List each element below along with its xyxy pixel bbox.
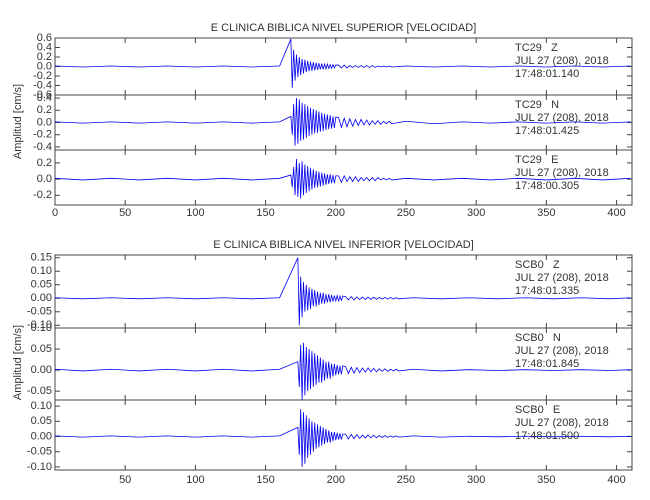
x-tick-label: 300 (467, 207, 485, 219)
y-tick-label: 0.0 (37, 116, 52, 128)
y-tick-label: -0.05 (27, 306, 52, 318)
x-tick-label: 350 (537, 207, 555, 219)
panel-frame (54, 399, 633, 471)
y-tick-label: 0.2 (37, 51, 52, 63)
x-tick-label: 200 (327, 207, 345, 219)
time-label: 17:48:00.305 (515, 180, 579, 192)
x-tick-label: 150 (256, 207, 274, 219)
waveform (54, 158, 631, 199)
x-tick-label: 200 (327, 474, 345, 486)
y-tick-label: -0.05 (27, 385, 52, 397)
chart-title: E CLINICA BIBLICA NIVEL INFERIOR [VELOCI… (213, 239, 474, 251)
y-tick-label: -0.2 (33, 189, 52, 201)
x-tick-label: 400 (607, 474, 625, 486)
panel-frame (54, 149, 633, 206)
y-tick-label: 0.05 (31, 343, 52, 355)
station-label: SCB0 E (515, 404, 560, 416)
y-axis-label: Amplitud [cm/s] (12, 84, 24, 159)
waveform (54, 342, 631, 400)
chart-title: E CLINICA BIBLICA NIVEL SUPERIOR [VELOCI… (211, 22, 477, 34)
x-tick-label: 250 (397, 474, 415, 486)
station-label: SCB0 Z (515, 259, 560, 271)
y-tick-label: 0.05 (31, 279, 52, 291)
y-tick-label: 0.10 (31, 400, 52, 412)
date-label: JUL 27 (208), 2018 (515, 55, 609, 67)
x-tick-label: 100 (186, 474, 204, 486)
y-tick-label: -0.2 (33, 70, 52, 82)
y-tick-label: -0.6 (33, 89, 52, 101)
waveform (54, 257, 631, 326)
station-label: TC29 E (515, 154, 558, 166)
y-tick-label: 0.00 (31, 430, 52, 442)
y-tick-label: -0.05 (27, 446, 52, 458)
y-tick-label: -0.2 (33, 129, 52, 141)
date-label: JUL 27 (208), 2018 (515, 112, 609, 124)
waveform (54, 409, 631, 467)
date-label: JUL 27 (208), 2018 (515, 345, 609, 357)
x-tick-label: 300 (467, 474, 485, 486)
y-tick-label: -0.10 (27, 319, 52, 331)
y-tick-label: 0.10 (31, 265, 52, 277)
date-label: JUL 27 (208), 2018 (515, 272, 609, 284)
time-label: 17:48:01.335 (515, 285, 579, 297)
y-tick-label: 0.6 (37, 32, 52, 44)
x-tick-label: 150 (256, 474, 274, 486)
y-tick-label: -0.4 (33, 79, 52, 91)
date-label: JUL 27 (208), 2018 (515, 417, 609, 429)
date-label: JUL 27 (208), 2018 (515, 167, 609, 179)
y-tick-label: 0.2 (37, 157, 52, 169)
x-tick-label: 100 (186, 207, 204, 219)
y-tick-label: 0.0 (37, 173, 52, 185)
waveform (54, 38, 631, 88)
station-label: SCB0 N (515, 332, 561, 344)
y-tick-label: 0.10 (31, 322, 52, 334)
x-tick-label: 400 (607, 207, 625, 219)
y-tick-label: 0.00 (31, 364, 52, 376)
y-tick-label: -0.10 (27, 461, 52, 473)
y-tick-label: 0.15 (31, 252, 52, 264)
y-tick-label: -0.4 (33, 141, 52, 153)
time-label: 17:48:01.140 (515, 68, 579, 80)
x-tick-label: 250 (397, 207, 415, 219)
station-label: TC29 N (515, 99, 559, 111)
y-tick-label: 0.0 (37, 60, 52, 72)
y-tick-label: 0.4 (37, 41, 52, 53)
waveform (54, 98, 631, 146)
y-tick-label: 0.00 (31, 292, 52, 304)
y-tick-label: 0.2 (37, 104, 52, 116)
station-label: TC29 Z (515, 42, 558, 54)
time-label: 17:48:01.500 (515, 430, 579, 442)
x-tick-label: 50 (119, 207, 131, 219)
y-tick-label: 0.4 (37, 92, 52, 104)
y-tick-label: 0.05 (31, 415, 52, 427)
x-tick-label: 50 (119, 474, 131, 486)
x-tick-label: 350 (537, 474, 555, 486)
time-label: 17:48:01.845 (515, 358, 579, 370)
y-axis-label: Amplitud [cm/s] (12, 325, 24, 400)
time-label: 17:48:01.425 (515, 125, 579, 137)
x-tick-label: 0 (52, 207, 58, 219)
